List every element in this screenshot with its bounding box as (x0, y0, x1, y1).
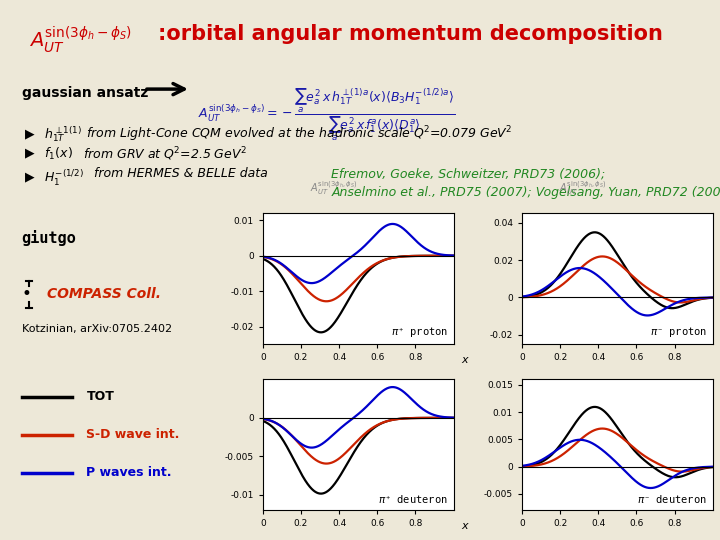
Text: from Light-Cone CQM evolved at the hadronic scale Q$^2$=0.079 GeV$^2$: from Light-Cone CQM evolved at the hadro… (86, 124, 513, 144)
Text: Kotzinian, arXiv:0705.2402: Kotzinian, arXiv:0705.2402 (22, 324, 172, 334)
Text: $A_{UT}^{\sin(3\phi_h,\phi_S)}$: $A_{UT}^{\sin(3\phi_h,\phi_S)}$ (559, 179, 606, 197)
Text: Anselmino et al., PRD75 (2007); Vogelsang, Yuan, PRD72 (2005): Anselmino et al., PRD75 (2007); Vogelsan… (331, 186, 720, 199)
Text: $A_{UT}^{\sin(3\phi_h-\phi_S)}$: $A_{UT}^{\sin(3\phi_h-\phi_S)}$ (29, 24, 132, 55)
Text: $\pi$⁺ deuteron: $\pi$⁺ deuteron (378, 493, 448, 505)
Text: x: x (462, 355, 469, 365)
Text: gaussian ansatz: gaussian ansatz (22, 86, 148, 100)
Text: from GRV at Q$^2$=2.5 GeV$^2$: from GRV at Q$^2$=2.5 GeV$^2$ (83, 146, 246, 164)
Text: from HERMES & BELLE data: from HERMES & BELLE data (94, 167, 267, 180)
Text: $\blacktriangleright$  $f_1(x)$: $\blacktriangleright$ $f_1(x)$ (22, 146, 73, 162)
Text: $\pi$⁺ proton: $\pi$⁺ proton (390, 325, 448, 339)
Text: Efremov, Goeke, Schweitzer, PRD73 (2006);: Efremov, Goeke, Schweitzer, PRD73 (2006)… (331, 167, 606, 180)
Text: $\blacktriangleright$  $h_{1T}^{\perp 1(1)}$: $\blacktriangleright$ $h_{1T}^{\perp 1(1… (22, 124, 81, 144)
Text: $\pi$⁻ proton: $\pi$⁻ proton (649, 325, 707, 339)
Text: :orbital angular momentum decomposition: :orbital angular momentum decomposition (158, 24, 663, 44)
Text: $\blacktriangleright$  $H_1^{-(1/2)}$: $\blacktriangleright$ $H_1^{-(1/2)}$ (22, 167, 84, 188)
Text: $\pi$⁻ deuteron: $\pi$⁻ deuteron (637, 493, 707, 505)
Text: $A_{UT}^{\sin(3\phi_h-\phi_S)} = -\dfrac{\sum_a e_a^2\,x\,h_{1T}^{\perp(1)a}(x)\: $A_{UT}^{\sin(3\phi_h-\phi_S)} = -\dfrac… (198, 86, 455, 143)
Text: S-D wave int.: S-D wave int. (86, 428, 180, 441)
Text: COMPASS Coll.: COMPASS Coll. (47, 287, 161, 301)
Text: x: x (462, 521, 469, 531)
Text: P waves int.: P waves int. (86, 466, 172, 479)
Text: TOT: TOT (86, 390, 114, 403)
Text: •: • (22, 285, 32, 303)
Text: giutgo: giutgo (22, 230, 76, 246)
Text: $A_{UT}^{\sin(3\phi_h,\phi_S)}$: $A_{UT}^{\sin(3\phi_h,\phi_S)}$ (310, 179, 358, 197)
